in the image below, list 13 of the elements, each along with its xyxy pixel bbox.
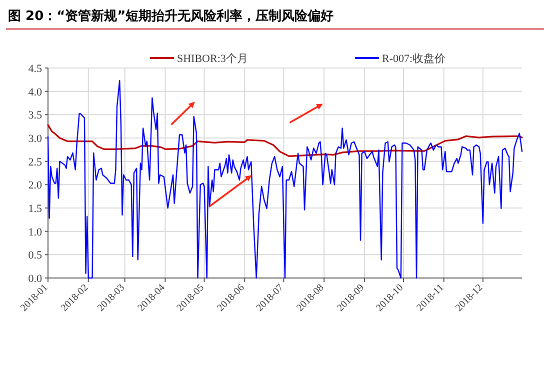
- ytick: 0.5: [28, 250, 42, 262]
- ytick: 3.0: [28, 133, 42, 145]
- ytick: 4.0: [28, 86, 42, 98]
- title: 图 20：“资管新规”短期抬升无风险利率，压制风险偏好: [8, 9, 334, 24]
- ytick: 0.0: [28, 273, 42, 285]
- legend-label: R-007:收盘价: [382, 53, 446, 65]
- ytick: 3.5: [28, 110, 42, 122]
- ytick: 4.5: [28, 63, 42, 75]
- legend-label: SHIBOR:3个月: [177, 53, 248, 65]
- ytick: 1.5: [28, 203, 42, 215]
- ytick: 1.0: [28, 226, 42, 238]
- ytick: 2.0: [28, 180, 42, 192]
- ytick: 2.5: [28, 156, 42, 168]
